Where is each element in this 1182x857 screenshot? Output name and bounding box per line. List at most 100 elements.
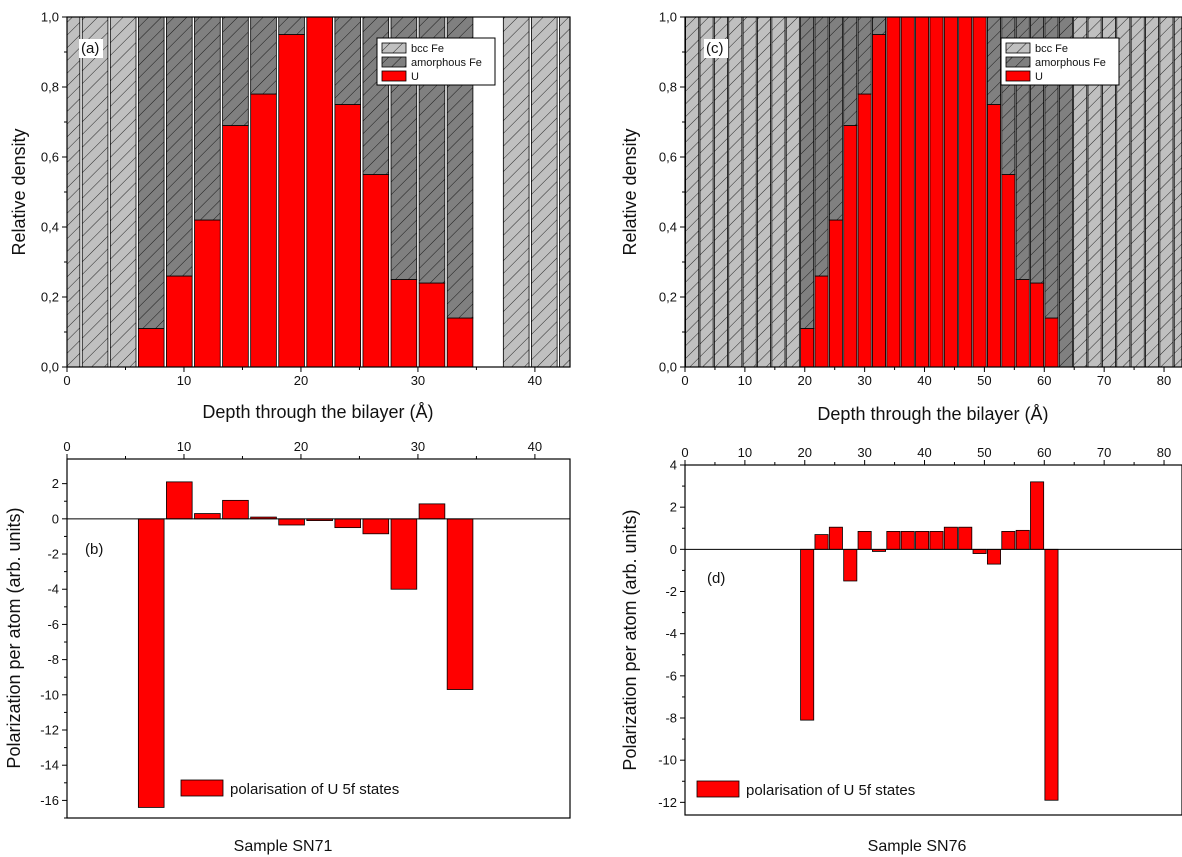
polarization-bar xyxy=(972,548,987,554)
bar-bcc-fe-hatch xyxy=(82,17,108,367)
legend-swatch-hatch xyxy=(1006,57,1030,67)
y-tick-label: -16 xyxy=(40,793,59,808)
bar-amorphous-fe-hatch xyxy=(858,17,872,94)
bar-amorphous-fe-hatch xyxy=(334,17,361,105)
y-tick-label: -12 xyxy=(658,795,677,810)
bar-bcc-fe-hatch xyxy=(728,17,742,367)
bar-bcc-fe-hatch xyxy=(685,17,699,367)
bar-u xyxy=(886,17,901,367)
bar-u xyxy=(800,328,815,367)
y-tick-label: 2 xyxy=(52,476,59,491)
polarization-bar xyxy=(958,526,973,550)
bar-u xyxy=(972,17,987,367)
bar-u xyxy=(857,93,872,367)
bar-bcc-fe-hatch xyxy=(757,17,771,367)
x-tick-label: 30 xyxy=(411,373,425,388)
polarization-bar xyxy=(943,526,958,550)
polarization-bar xyxy=(900,531,915,550)
panel-d-polarization-chart: 0 10 20 30 40 50 60 70 80420-2-4-6-8-10-12Polari… xyxy=(620,445,1182,816)
legend-label: polarisation of U 5f states xyxy=(746,782,915,799)
panel-label: (c) xyxy=(706,40,724,57)
polarization-bar xyxy=(929,531,944,550)
y-tick-label: 0,8 xyxy=(41,80,59,95)
panel-b-polarization-chart: 0 10 20 30 4020-2-4-6-8-10-12-14-16Polarizat… xyxy=(4,439,571,819)
legend-label: U xyxy=(411,71,419,83)
bar-amorphous-fe-hatch xyxy=(222,17,249,126)
polarization-bar xyxy=(1030,481,1045,550)
y-tick-label: -10 xyxy=(658,753,677,768)
plot-frame xyxy=(66,458,571,819)
x-tick-label: 50 xyxy=(977,445,991,460)
polarization-bar xyxy=(334,518,362,529)
x-tick-label: 20 xyxy=(294,373,308,388)
legend: bcc Fe amorphous Fe U xyxy=(376,37,496,86)
polarization-bar xyxy=(886,531,901,550)
polarization-bar xyxy=(857,531,872,550)
bar-u xyxy=(872,34,886,367)
polarization-bar xyxy=(915,531,930,550)
x-tick-label: 40 xyxy=(528,439,542,454)
bar-amorphous-fe-hatch xyxy=(166,17,193,276)
bar-u xyxy=(1044,317,1059,367)
polarization-bar xyxy=(828,526,843,550)
polarization-bar xyxy=(137,518,165,808)
polarization-bar xyxy=(1001,531,1016,550)
legend-label: bcc Fe xyxy=(411,43,444,55)
legend-swatch xyxy=(696,780,740,798)
polarization-bar xyxy=(800,548,815,721)
y-tick-label: -12 xyxy=(40,723,59,738)
bar-u xyxy=(278,34,305,367)
bar-u xyxy=(828,219,843,367)
bar-u xyxy=(306,17,333,367)
bar-u xyxy=(1015,279,1030,367)
bar-u xyxy=(814,275,829,367)
bar-amorphous-fe-hatch xyxy=(138,17,165,329)
x-tick-label: 70 xyxy=(1097,445,1111,460)
bar-amorphous-fe-hatch xyxy=(829,17,843,220)
polarization-bar xyxy=(390,518,418,590)
x-tick-label: 40 xyxy=(528,373,542,388)
bar-amorphous-fe-hatch xyxy=(814,17,829,276)
polarization-bar xyxy=(194,513,221,520)
x-tick-label: 80 xyxy=(1157,373,1171,388)
legend-swatch xyxy=(381,70,407,82)
polarization-bar xyxy=(1044,548,1059,801)
caption-left: Sample SN71 xyxy=(234,838,333,855)
legend-swatch-hatch xyxy=(382,57,406,67)
y-tick-label: 0,4 xyxy=(659,220,677,235)
bar-u xyxy=(390,279,418,367)
polarization-bar xyxy=(843,548,858,582)
y-tick-label: -10 xyxy=(40,687,59,702)
bar-u xyxy=(194,219,221,367)
panel-label: (a) xyxy=(81,40,99,57)
polarization-bar xyxy=(814,534,829,550)
bar-bcc-fe-hatch xyxy=(1116,17,1130,367)
plot-frame xyxy=(684,464,1182,816)
legend-label: U xyxy=(1035,71,1043,83)
bar-u xyxy=(222,125,249,367)
y-tick-label: -2 xyxy=(665,584,677,599)
y-tick-label: 0,2 xyxy=(659,290,677,305)
panel-c-density-chart: 0 10 20 30 40 50 60 70 80 0,0 0,2 0,4 0,6 0,8 1,0 Depth… xyxy=(620,10,1182,424)
bar-amorphous-fe-hatch xyxy=(250,17,277,94)
bar-u xyxy=(334,104,362,367)
x-axis-title: Depth through the bilayer (Å) xyxy=(817,404,1048,424)
bar-bcc-fe-hatch xyxy=(531,17,558,367)
y-tick-label: 0,4 xyxy=(41,220,59,235)
bar-u xyxy=(250,93,277,367)
y-tick-label: 0 xyxy=(670,542,677,557)
y-tick-label: 1,0 xyxy=(659,10,677,25)
legend-swatch xyxy=(180,779,224,797)
bar-bcc-fe-hatch xyxy=(786,17,800,367)
bar-u xyxy=(446,317,474,367)
bars-d xyxy=(800,481,1059,801)
y-tick-label: 4 xyxy=(670,458,677,473)
y-axis-title: Relative density xyxy=(620,128,640,255)
y-tick-label: 0,6 xyxy=(659,150,677,165)
y-tick-label: 0,2 xyxy=(41,290,59,305)
polarization-bar xyxy=(1015,529,1030,550)
x-tick-label: 10 xyxy=(177,439,191,454)
panel-label-bg xyxy=(79,39,103,58)
bar-bcc-fe-hatch xyxy=(559,17,570,367)
